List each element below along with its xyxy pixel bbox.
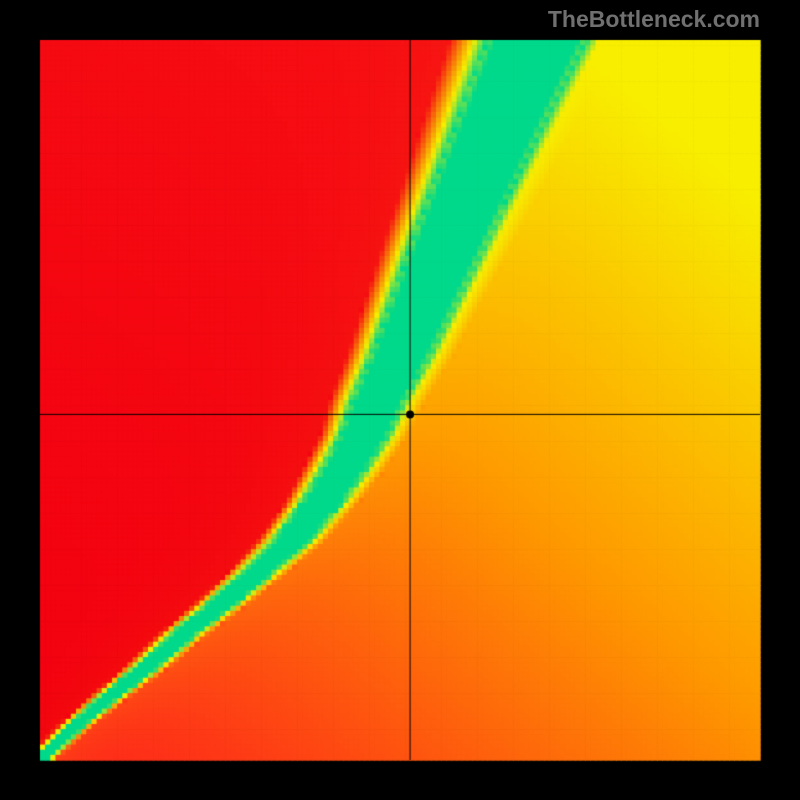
chart-container: TheBottleneck.com [0,0,800,800]
watermark-text: TheBottleneck.com [548,6,760,33]
bottleneck-heatmap-canvas [0,0,800,800]
